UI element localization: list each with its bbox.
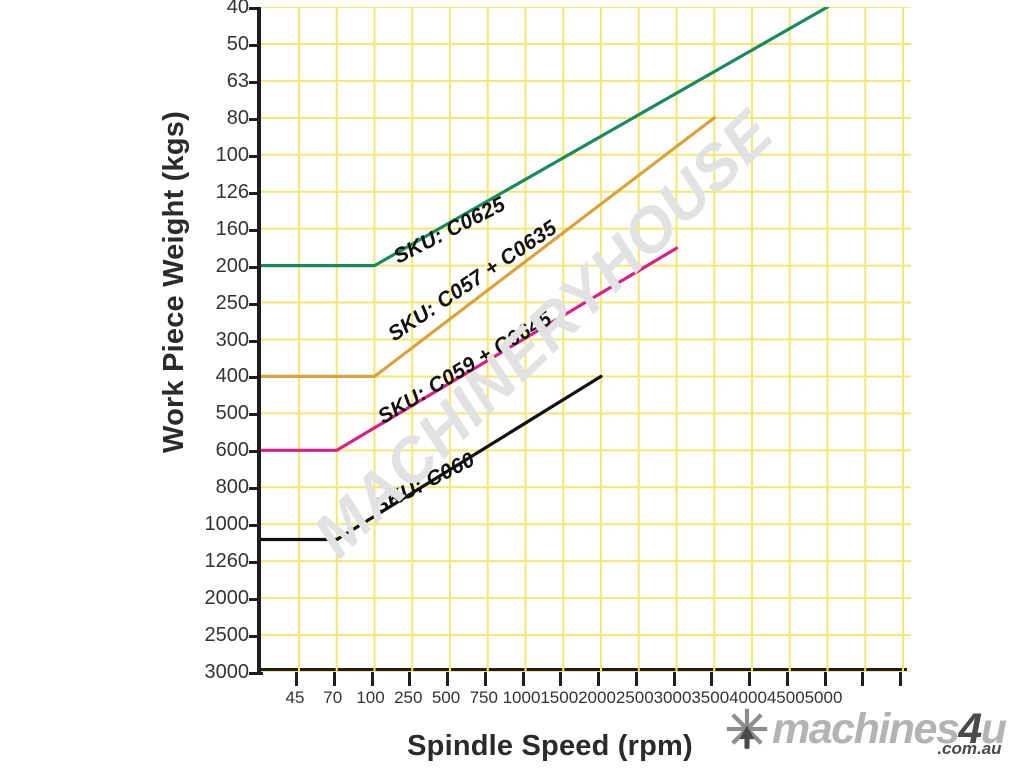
x-tick-label: 45 (285, 688, 305, 707)
y-tick-mark (249, 450, 263, 454)
y-tick-label: 63 (226, 69, 249, 92)
x-tick-label: 70 (323, 688, 343, 707)
x-tick-label: 3500 (691, 688, 730, 707)
y-tick-label: 200 (215, 254, 249, 277)
y-tick-mark (249, 561, 263, 565)
y-tick-label: 80 (226, 106, 249, 129)
x-tick-mark (483, 672, 487, 686)
x-tick-mark (597, 672, 600, 686)
logo-wordmark: machines4u .com.au (772, 708, 1007, 759)
logo-domain: .com.au (937, 739, 1002, 758)
y-tick-mark (249, 265, 263, 269)
y-tick-label: 160 (215, 217, 249, 240)
y-tick-mark (249, 635, 263, 639)
y-tick-label: 3000 (204, 661, 250, 683)
x-tick-mark (634, 672, 638, 686)
x-tick-mark (710, 672, 714, 686)
y-tick-mark (249, 7, 263, 10)
x-tick-mark (748, 672, 751, 686)
x-tick-mark (559, 672, 563, 686)
y-tick-label: 1000 (204, 513, 250, 536)
x-tick-mark (785, 672, 789, 686)
plot-area (257, 7, 911, 672)
x-tick-mark (672, 672, 676, 686)
x-tick-mark (899, 672, 902, 686)
x-tick-label: 3000 (653, 688, 692, 707)
y-tick-mark (249, 43, 263, 47)
y-tick-mark (249, 228, 263, 232)
x-tick-label: 1000 (502, 688, 541, 707)
x-tick-label: 5000 (804, 688, 843, 707)
y-tick-mark (249, 413, 263, 417)
x-tick-label: 1500 (540, 688, 579, 707)
star-icon (726, 708, 768, 750)
x-tick-label: 2000 (578, 688, 616, 707)
x-tick-label: 2500 (615, 688, 654, 707)
x-tick-label: 4000 (729, 688, 767, 707)
x-tick-label: 500 (431, 688, 461, 707)
x-tick-mark (861, 672, 865, 686)
logo-text-light: machines (772, 705, 960, 753)
x-axis-ticks: 45 70 100 250 500 750 1000 1500 2000 2500 3000 3500… (257, 672, 917, 717)
gridlines (261, 7, 911, 672)
y-tick-mark (249, 376, 263, 380)
series-lines (261, 7, 830, 542)
y-tick-label: 600 (215, 439, 249, 462)
y-tick-mark (249, 154, 263, 158)
y-tick-mark (249, 598, 263, 602)
y-tick-label: 300 (215, 328, 249, 351)
x-tick-mark (370, 672, 374, 686)
x-tick-mark (295, 672, 298, 686)
y-tick-label: 40 (226, 0, 249, 18)
y-tick-label: 500 (215, 402, 249, 425)
x-tick-label: 750 (469, 688, 498, 707)
x-tick-mark (521, 672, 525, 686)
y-tick-mark (249, 339, 263, 343)
x-tick-label: 250 (394, 688, 423, 707)
machines4u-logo: machines4u .com.au (726, 702, 1007, 759)
x-axis-title: Spindle Speed (rpm) (407, 730, 693, 762)
x-tick-label: 100 (356, 688, 385, 707)
y-tick-label: 400 (215, 365, 249, 388)
x-tick-mark (408, 672, 412, 686)
y-tick-label: 50 (226, 32, 249, 55)
y-tick-mark (249, 117, 263, 121)
y-tick-mark (249, 487, 263, 491)
y-tick-label: 126 (215, 180, 249, 203)
x-tick-mark (823, 672, 827, 686)
x-tick-mark (332, 672, 336, 686)
y-tick-label: 2500 (204, 624, 250, 647)
logo-text-tail: u (980, 705, 1007, 753)
y-tick-label: 100 (215, 143, 249, 166)
y-tick-mark (249, 191, 263, 195)
y-tick-label: 1260 (204, 550, 250, 573)
y-tick-label: 2000 (204, 587, 250, 610)
y-tick-mark (249, 672, 263, 675)
y-tick-mark (249, 302, 263, 306)
y-tick-label: 800 (215, 476, 249, 499)
y-tick-mark (249, 524, 263, 528)
y-tick-mark (249, 80, 263, 84)
logo-text-dark: 4 (958, 705, 982, 753)
y-axis-ticks: 40 50 63 80 100 126 160 200 250 300 400 500 600 800 10… (175, 0, 263, 683)
x-tick-label: 4500 (766, 688, 805, 707)
y-tick-label: 250 (215, 291, 249, 314)
x-tick-mark (446, 672, 449, 686)
